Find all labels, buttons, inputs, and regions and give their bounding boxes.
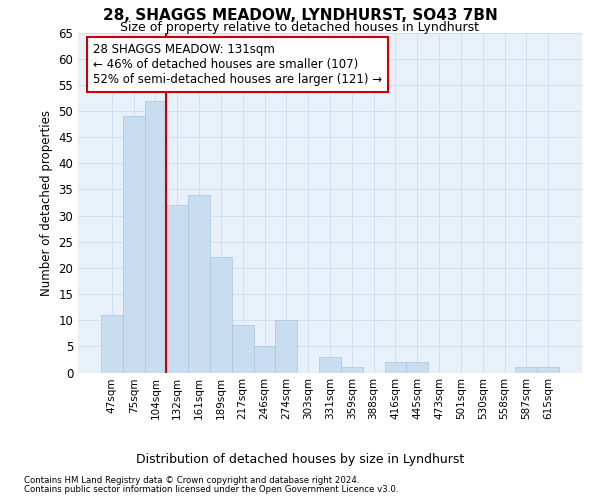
Text: Contains public sector information licensed under the Open Government Licence v3: Contains public sector information licen…: [24, 485, 398, 494]
Bar: [210, 258, 232, 372]
Bar: [232, 326, 254, 372]
Text: Size of property relative to detached houses in Lyndhurst: Size of property relative to detached ho…: [121, 21, 479, 34]
Bar: [188, 194, 210, 372]
Bar: [537, 368, 559, 372]
Bar: [319, 357, 341, 372]
Bar: [341, 368, 363, 372]
Y-axis label: Number of detached properties: Number of detached properties: [40, 110, 53, 296]
Text: Contains HM Land Registry data © Crown copyright and database right 2024.: Contains HM Land Registry data © Crown c…: [24, 476, 359, 485]
Bar: [275, 320, 297, 372]
Bar: [406, 362, 428, 372]
Bar: [515, 368, 537, 372]
Bar: [123, 116, 145, 372]
Bar: [166, 205, 188, 372]
Bar: [385, 362, 406, 372]
Bar: [101, 315, 123, 372]
Bar: [254, 346, 275, 372]
Text: 28, SHAGGS MEADOW, LYNDHURST, SO43 7BN: 28, SHAGGS MEADOW, LYNDHURST, SO43 7BN: [103, 8, 497, 22]
Text: 28 SHAGGS MEADOW: 131sqm
← 46% of detached houses are smaller (107)
52% of semi-: 28 SHAGGS MEADOW: 131sqm ← 46% of detach…: [93, 42, 382, 86]
Text: Distribution of detached houses by size in Lyndhurst: Distribution of detached houses by size …: [136, 452, 464, 466]
Bar: [145, 100, 166, 372]
